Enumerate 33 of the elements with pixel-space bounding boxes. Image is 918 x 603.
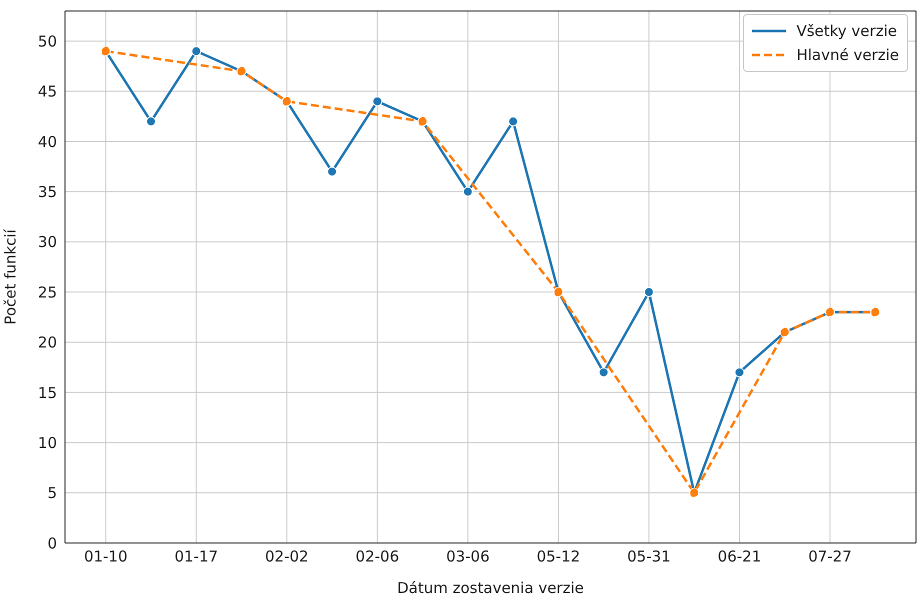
y-tick-label: 25 xyxy=(38,283,57,302)
x-tick-label: 02-06 xyxy=(356,548,400,566)
x-tick-label: 03-06 xyxy=(446,548,490,566)
point xyxy=(734,367,744,378)
point xyxy=(327,166,338,177)
point xyxy=(598,367,609,378)
point xyxy=(146,116,156,126)
x-tick-label: 01-17 xyxy=(174,548,218,566)
y-tick-label: 40 xyxy=(38,132,57,151)
y-tick-label: 35 xyxy=(38,183,57,202)
point xyxy=(462,186,473,197)
point xyxy=(191,46,202,56)
y-axis-title: Počet funkcií xyxy=(1,228,20,325)
y-tick-label: 30 xyxy=(38,233,57,252)
x-tick-label: 02-02 xyxy=(265,548,309,566)
y-tick-label: 10 xyxy=(38,434,57,452)
x-axis-title: Dátum zostavenia verzie xyxy=(397,579,584,597)
legend-label: Všetky verzie xyxy=(796,22,897,40)
point xyxy=(372,96,382,106)
y-tick-label: 20 xyxy=(38,334,57,352)
y-tick-label: 5 xyxy=(47,484,57,502)
x-tick-label: 07-27 xyxy=(808,548,852,566)
x-tick-label: 05-31 xyxy=(627,548,671,566)
point xyxy=(508,116,518,126)
y-tick-label: 50 xyxy=(38,32,57,50)
x-tick-label: 05-12 xyxy=(536,548,580,566)
x-tick-label: 06-21 xyxy=(718,548,762,566)
y-tick-label: 15 xyxy=(38,384,57,402)
y-tick-label: 0 xyxy=(47,534,57,552)
x-tick-label: 01-10 xyxy=(84,548,128,566)
point xyxy=(644,287,654,298)
legend-label: Hlavné verzie xyxy=(796,46,899,64)
y-tick-label: 45 xyxy=(38,82,57,101)
